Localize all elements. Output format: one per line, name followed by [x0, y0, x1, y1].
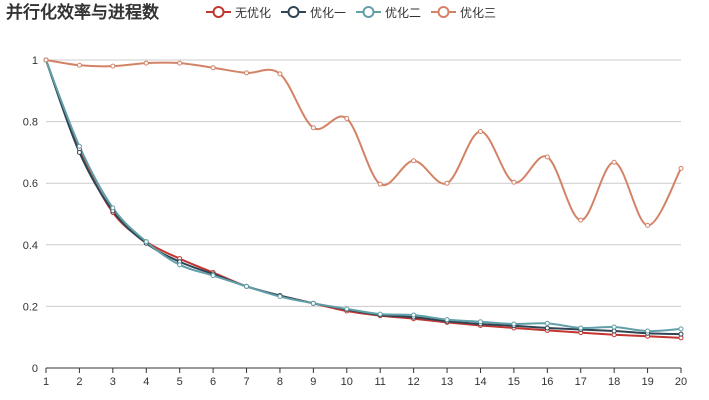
data-point[interactable] — [277, 71, 283, 77]
legend-item-series-0[interactable]: 无优化 — [206, 4, 271, 21]
legend: 无优化 优化一 优化二 优化三 — [206, 2, 506, 22]
y-tick-label: 0.2 — [23, 301, 38, 313]
legend-line-icon — [356, 6, 382, 18]
x-tick-label: 16 — [541, 376, 553, 388]
x-tick-label: 7 — [243, 376, 249, 388]
data-point[interactable] — [277, 294, 283, 300]
data-point[interactable] — [210, 65, 216, 71]
data-point[interactable] — [344, 116, 350, 122]
data-point[interactable] — [411, 312, 417, 318]
data-point[interactable] — [377, 311, 383, 317]
data-point[interactable] — [611, 328, 617, 334]
data-point[interactable] — [477, 128, 483, 134]
data-point[interactable] — [645, 328, 651, 334]
data-point[interactable] — [477, 319, 483, 325]
y-tick-label: 0.6 — [23, 178, 38, 190]
x-tick-label: 8 — [277, 376, 283, 388]
x-tick-label: 13 — [441, 376, 453, 388]
legend-label: 优化二 — [385, 5, 422, 20]
series-line-3 — [45, 59, 682, 227]
x-tick-label: 6 — [210, 376, 216, 388]
data-point[interactable] — [110, 205, 116, 211]
data-point[interactable] — [143, 239, 149, 245]
x-tick-label: 2 — [76, 376, 82, 388]
data-point[interactable] — [310, 300, 316, 306]
data-point[interactable] — [678, 165, 684, 171]
y-tick-label: 1 — [32, 55, 38, 67]
data-point[interactable] — [511, 179, 517, 185]
data-point[interactable] — [177, 262, 183, 268]
data-point[interactable] — [645, 222, 651, 228]
data-point[interactable] — [578, 217, 584, 223]
data-point[interactable] — [544, 154, 550, 160]
legend-item-series-2[interactable]: 优化二 — [356, 4, 421, 21]
data-point[interactable] — [611, 159, 617, 165]
data-point[interactable] — [578, 325, 584, 331]
data-point[interactable] — [76, 62, 82, 68]
data-point[interactable] — [411, 158, 417, 164]
y-tick-label: 0.4 — [23, 240, 38, 252]
legend-item-series-3[interactable]: 优化三 — [431, 4, 496, 21]
legend-line-icon — [281, 6, 307, 18]
data-point[interactable] — [43, 57, 49, 63]
data-point[interactable] — [444, 317, 450, 323]
x-tick-label: 20 — [675, 376, 687, 388]
x-tick-label: 15 — [508, 376, 520, 388]
data-point[interactable] — [544, 325, 550, 331]
legend-item-series-1[interactable]: 优化一 — [281, 4, 346, 21]
legend-line-icon — [431, 6, 457, 18]
legend-label: 优化一 — [310, 5, 347, 20]
data-point[interactable] — [377, 181, 383, 187]
data-point[interactable] — [511, 321, 517, 327]
legend-label: 无优化 — [235, 5, 272, 20]
x-tick-label: 19 — [641, 376, 653, 388]
x-tick-label: 12 — [408, 376, 420, 388]
data-point[interactable] — [444, 180, 450, 186]
legend-label: 优化三 — [460, 5, 497, 20]
x-tick-label: 10 — [341, 376, 353, 388]
x-tick-label: 11 — [374, 376, 385, 388]
x-tick-label: 1 — [43, 376, 49, 388]
data-point[interactable] — [678, 326, 684, 332]
x-tick-label: 14 — [474, 376, 486, 388]
series-line-0 — [45, 59, 682, 339]
data-point[interactable] — [110, 63, 116, 69]
legend-line-icon — [206, 6, 231, 18]
series-line-1 — [45, 59, 682, 336]
x-tick-label: 9 — [310, 376, 316, 388]
x-tick-label: 4 — [143, 376, 149, 388]
data-point[interactable] — [244, 70, 250, 76]
data-point[interactable] — [244, 283, 250, 289]
x-tick-label: 5 — [177, 376, 183, 388]
x-tick-label: 17 — [575, 376, 587, 388]
data-point[interactable] — [544, 320, 550, 326]
data-point[interactable] — [611, 324, 617, 330]
series-line-2 — [45, 59, 682, 333]
y-tick-label: 0.8 — [23, 117, 38, 129]
data-point[interactable] — [210, 273, 216, 279]
data-point[interactable] — [143, 60, 149, 66]
y-tick-label: 0 — [32, 363, 38, 375]
x-tick-label: 3 — [110, 376, 116, 388]
x-tick-label: 18 — [608, 376, 620, 388]
data-point[interactable] — [76, 149, 82, 155]
chart-title: 并行化效率与进程数 — [6, 3, 159, 23]
data-point[interactable] — [177, 60, 183, 66]
data-point[interactable] — [678, 331, 684, 337]
data-point[interactable] — [76, 143, 82, 149]
data-point[interactable] — [344, 306, 350, 312]
data-point[interactable] — [310, 125, 316, 131]
